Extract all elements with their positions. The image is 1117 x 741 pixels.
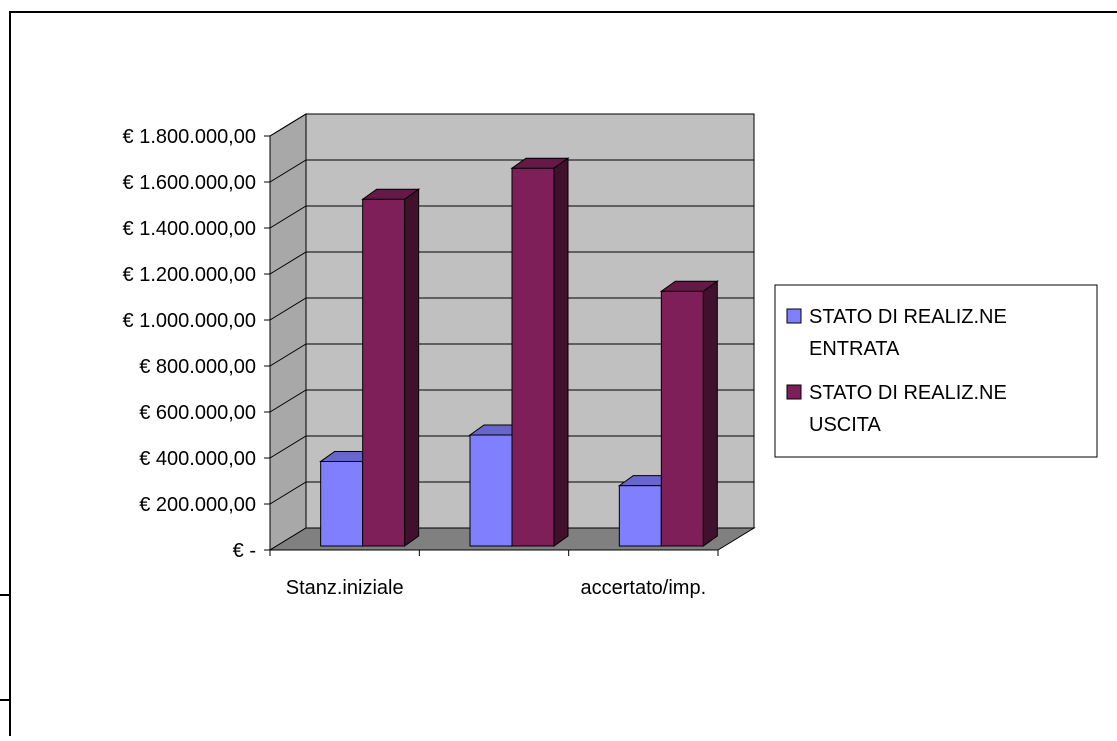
- bar-front: [320, 460, 364, 547]
- y-tick-label: € 400.000,00: [139, 448, 256, 470]
- bar-front: [469, 434, 513, 547]
- legend-label: STATO DI REALIZ.NE: [809, 382, 1007, 404]
- y-tick-label: € 1.000.000,00: [123, 310, 256, 332]
- legend-box: [774, 284, 1098, 458]
- gridline: [269, 343, 754, 367]
- bar-front: [618, 485, 662, 547]
- legend-label: STATO DI REALIZ.NE: [809, 306, 1007, 328]
- bar-uscita: [510, 157, 570, 547]
- x-tick-label: accertato/imp.: [581, 577, 707, 599]
- y-tick-label: € 800.000,00: [139, 356, 256, 378]
- x-tick-label: Stanz.iniziale: [286, 577, 404, 599]
- y-tick-label: € -: [233, 540, 256, 562]
- gridline: [269, 297, 754, 321]
- bar-front: [660, 290, 704, 547]
- bar-uscita: [361, 188, 421, 547]
- y-tick-label: € 1.200.000,00: [123, 264, 256, 286]
- gridline: [269, 205, 754, 229]
- y-tick-label: € 200.000,00: [139, 494, 256, 516]
- bar-side: [404, 188, 420, 547]
- y-tick-label: € 600.000,00: [139, 402, 256, 424]
- gridline: [269, 159, 754, 183]
- side-wall: [269, 113, 307, 551]
- gridline: [269, 389, 754, 413]
- bar-front: [511, 167, 555, 547]
- y-tick-label: € 1.600.000,00: [123, 172, 256, 194]
- legend-swatch: [786, 308, 802, 324]
- gridline: [269, 481, 754, 505]
- legend-swatch: [786, 384, 802, 400]
- legend-label: USCITA: [809, 414, 882, 436]
- bar-side: [553, 157, 569, 547]
- gridline: [269, 113, 754, 137]
- y-tick-label: € 1.400.000,00: [123, 218, 256, 240]
- legend-label: ENTRATA: [809, 338, 900, 360]
- y-tick-label: € 1.800.000,00: [123, 126, 256, 148]
- bar-front: [362, 198, 406, 547]
- bar-uscita: [659, 280, 719, 547]
- gridline: [269, 251, 754, 275]
- gridline: [269, 435, 754, 459]
- bar-side: [702, 280, 718, 547]
